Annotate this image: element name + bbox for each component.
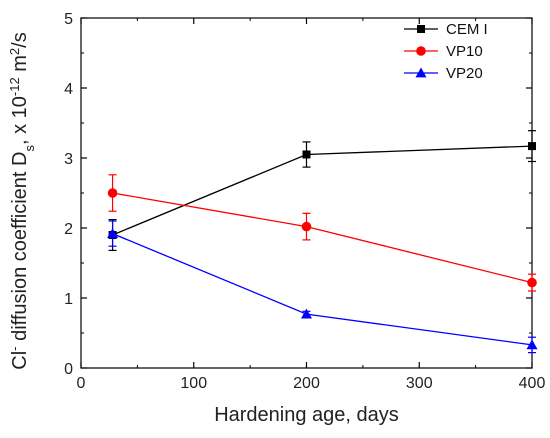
data-point-cem-i [528, 142, 536, 151]
y-axis-title-part: /s [9, 32, 31, 48]
y-axis-title-part: m [9, 55, 31, 77]
x-tick-label: 0 [77, 375, 86, 392]
y-axis-title-part: s [22, 145, 37, 152]
legend-marker-vp20 [415, 67, 427, 78]
y-axis-title-part: , x 10 [9, 96, 31, 145]
series-vp20 [107, 220, 538, 354]
y-axis-title-part: diffusion coefficient D [9, 152, 31, 347]
y-tick-label: 4 [64, 81, 73, 98]
y-axis-title-part: Cl [9, 351, 31, 370]
series-cem-i [108, 130, 536, 251]
data-point-vp20 [107, 228, 119, 238]
series-line-vp20 [112, 232, 533, 346]
y-tick-label: 1 [64, 291, 73, 308]
series-line-cem-i [112, 145, 533, 236]
legend-label-vp20: VP20 [446, 65, 483, 82]
x-tick-label: 300 [406, 375, 433, 392]
y-axis-title-part: -12 [7, 77, 22, 96]
data-point-vp10 [527, 277, 537, 288]
data-point-vp10 [301, 221, 312, 232]
y-tick-label: 3 [64, 151, 73, 168]
data-point-vp10 [107, 188, 118, 198]
y-tick-label: 0 [64, 361, 73, 378]
legend-marker-cem-i [417, 25, 425, 33]
series-vp10 [107, 174, 537, 292]
y-axis-title-part: - [7, 346, 22, 350]
y-tick-label: 5 [64, 11, 73, 28]
legend-label-cem-i: CEM I [446, 21, 488, 38]
x-tick-label: 200 [293, 375, 320, 392]
y-axis-title: Cl- diffusion coefficient Ds, x 10-12 m2… [7, 32, 37, 369]
legend: CEM I VP10 VP20 [404, 21, 488, 82]
x-tick-label: 100 [180, 375, 207, 392]
data-point-cem-i [302, 150, 311, 159]
legend-label-vp10: VP10 [446, 43, 483, 60]
data-point-vp20 [526, 339, 538, 350]
x-tick-label: 400 [519, 375, 546, 392]
y-tick-label: 2 [64, 221, 73, 238]
y-axis-title-part: 2 [7, 48, 22, 55]
data-point-vp20 [301, 308, 312, 319]
series-line-vp10 [112, 192, 533, 284]
legend-marker-vp10 [416, 46, 426, 56]
x-axis-title: Hardening age, days [214, 404, 399, 426]
